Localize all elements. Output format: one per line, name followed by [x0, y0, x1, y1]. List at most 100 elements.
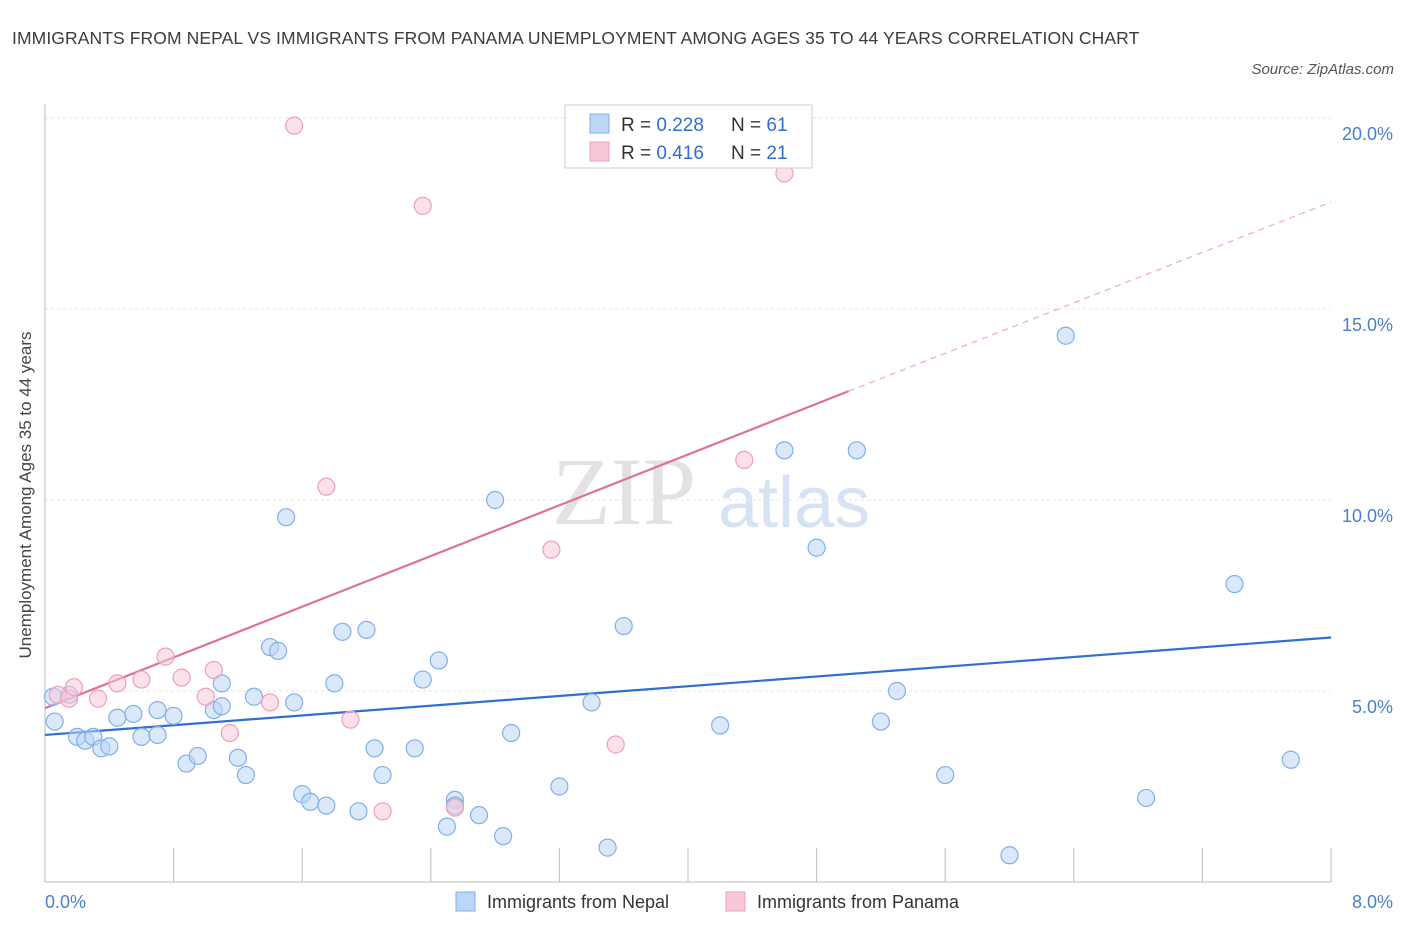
point-panama: [317, 477, 336, 496]
stats-legend-swatch-nepal: [589, 113, 610, 134]
y-axis-title: Unemployment Among Ages 35 to 44 years: [16, 332, 35, 659]
point-nepal: [1137, 788, 1156, 808]
watermark-atlas: atlas: [718, 463, 870, 543]
point-nepal: [148, 700, 167, 720]
point-panama: [542, 540, 561, 559]
stats-legend-row-nepal: R = 0.228 N = 61: [621, 115, 788, 136]
point-nepal: [1000, 846, 1019, 865]
point-nepal: [550, 777, 569, 796]
nepal-n-value: 61: [766, 115, 787, 136]
point-nepal: [108, 708, 127, 727]
panama-n-value: 21: [766, 143, 787, 164]
point-nepal: [285, 693, 304, 712]
trend-lines: [44, 201, 1332, 737]
point-panama: [606, 735, 625, 754]
chart-title: IMMIGRANTS FROM NEPAL VS IMMIGRANTS FROM…: [12, 28, 1140, 48]
point-nepal: [502, 723, 521, 743]
point-nepal: [236, 765, 256, 785]
point-nepal: [349, 802, 368, 821]
point-nepal: [711, 716, 730, 735]
point-nepal: [228, 748, 247, 767]
point-nepal: [807, 538, 826, 557]
y-tick-label: 15.0%: [1342, 315, 1393, 335]
point-panama: [64, 678, 84, 697]
point-nepal: [847, 441, 866, 460]
point-nepal: [277, 508, 296, 527]
point-nepal: [132, 727, 151, 746]
x-tick-label: 8.0%: [1352, 892, 1393, 912]
point-nepal: [212, 674, 231, 693]
stats-legend: R = 0.228 N = 61 R = 0.416 N = 21: [564, 104, 813, 169]
point-panama: [196, 687, 215, 706]
point-nepal: [486, 490, 505, 510]
point-nepal: [1281, 750, 1300, 769]
point-panama: [341, 710, 360, 729]
point-panama: [735, 450, 754, 469]
series-legend: Immigrants from Nepal Immigrants from Pa…: [455, 891, 960, 912]
point-panama: [373, 802, 392, 821]
point-nepal: [325, 674, 344, 693]
point-nepal: [614, 616, 633, 636]
point-panama: [132, 670, 151, 689]
trend-line-1: [44, 390, 850, 710]
point-nepal: [437, 817, 456, 836]
point-nepal: [775, 441, 794, 460]
point-nepal: [357, 620, 376, 639]
point-nepal: [373, 765, 392, 785]
panama-n-label: N =: [731, 143, 766, 164]
point-panama: [413, 196, 432, 215]
point-panama: [172, 668, 191, 687]
point-nepal: [598, 838, 617, 857]
panama-r-value: 0.416: [656, 143, 704, 164]
stats-legend-row-panama: R = 0.416 N = 21: [621, 143, 788, 164]
point-nepal: [333, 622, 352, 641]
point-nepal: [936, 765, 955, 785]
stats-legend-swatch-panama: [589, 141, 610, 162]
x-axis-ticks: [44, 848, 1332, 882]
point-nepal: [124, 704, 143, 724]
y-tick-label: 5.0%: [1352, 697, 1393, 717]
point-panama: [220, 723, 239, 743]
y-tick-label: 10.0%: [1342, 506, 1393, 526]
trend-line-0: [44, 636, 1332, 737]
point-panama: [285, 116, 304, 135]
point-nepal: [469, 806, 489, 825]
point-panama: [204, 660, 223, 680]
point-panama: [108, 674, 127, 693]
point-nepal: [212, 697, 231, 716]
point-nepal: [317, 796, 336, 815]
y-tick-labels: 5.0% 10.0% 15.0% 20.0%: [1342, 124, 1393, 717]
point-nepal: [405, 739, 424, 758]
point-nepal: [100, 737, 119, 756]
point-panama: [260, 693, 280, 712]
point-nepal: [429, 651, 448, 670]
point-panama: [156, 647, 175, 666]
nepal-r-label: R =: [621, 115, 656, 136]
trend-line-extension-1: [848, 201, 1332, 392]
point-nepal: [871, 712, 891, 731]
point-nepal: [45, 712, 64, 731]
legend-label-panama: Immigrants from Panama: [757, 892, 960, 912]
point-panama: [88, 689, 108, 708]
point-nepal: [268, 641, 288, 660]
point-nepal: [1225, 574, 1244, 594]
legend-swatch-nepal: [455, 891, 476, 912]
nepal-r-value: 0.228: [656, 115, 704, 136]
point-nepal: [582, 693, 601, 712]
nepal-n-label: N =: [731, 115, 766, 136]
point-nepal: [413, 670, 432, 689]
data-points: [43, 116, 1300, 865]
y-tick-label: 20.0%: [1342, 124, 1393, 144]
gridlines: [45, 117, 1331, 692]
watermark: ZIP atlas: [552, 438, 870, 545]
point-nepal: [188, 746, 207, 766]
point-nepal: [1056, 326, 1075, 345]
legend-label-nepal: Immigrants from Nepal: [487, 892, 669, 912]
point-nepal: [301, 792, 320, 811]
x-tick-labels: 0.0% 8.0%: [45, 892, 1393, 912]
point-nepal: [164, 706, 183, 725]
legend-swatch-panama: [725, 891, 746, 912]
source-label: Source: ZipAtlas.com: [1251, 61, 1394, 78]
point-nepal: [148, 725, 167, 745]
